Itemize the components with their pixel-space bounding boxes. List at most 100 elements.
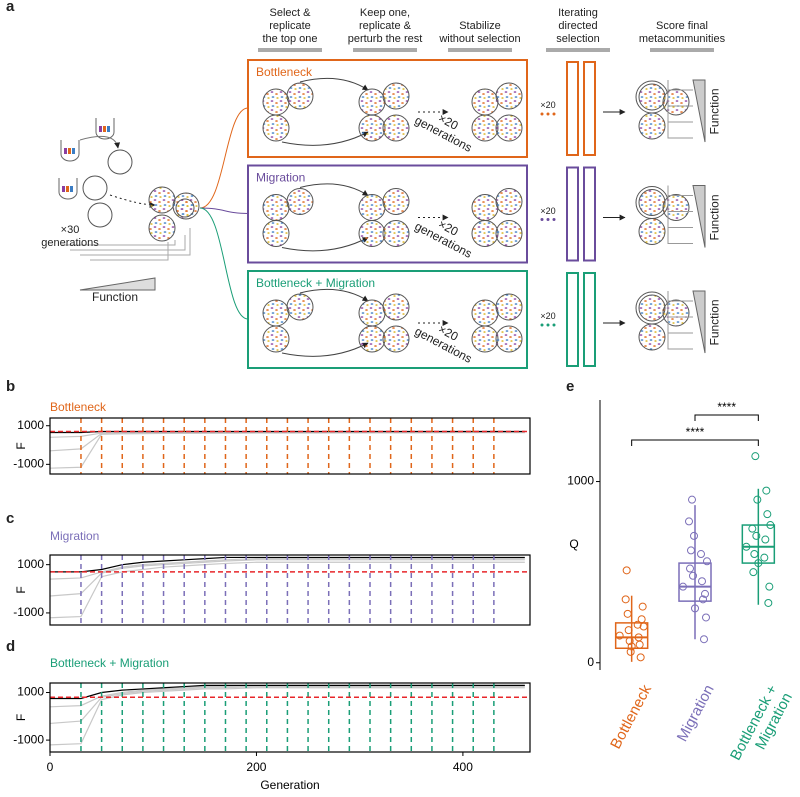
dish	[495, 114, 523, 142]
row-box	[247, 270, 528, 369]
panel-label: b	[6, 378, 16, 395]
x-tick-label: 400	[453, 760, 473, 774]
rank-line	[667, 80, 693, 91]
function-label: Function	[707, 299, 722, 346]
dish	[358, 88, 386, 116]
point	[750, 550, 759, 559]
empty-dish	[82, 175, 108, 201]
function-wedge	[692, 79, 706, 143]
step-header: Keep one, replicate & perturb the rest	[347, 7, 423, 45]
tube-cell	[72, 148, 75, 154]
chart-title: Migration	[50, 529, 99, 543]
point	[635, 640, 644, 649]
point	[633, 620, 642, 629]
dish	[286, 82, 314, 110]
dish	[262, 194, 290, 221]
rank-line	[667, 185, 693, 196]
function-wedge	[692, 290, 706, 354]
function-wedge	[79, 277, 156, 291]
point	[626, 647, 635, 656]
box	[678, 562, 712, 602]
repeat-dot	[540, 112, 544, 116]
tube-cell	[64, 148, 67, 154]
tube-cell	[68, 148, 71, 154]
branch	[199, 207, 249, 214]
box	[741, 524, 776, 564]
series-line	[49, 558, 525, 580]
point	[638, 602, 647, 611]
rank-line	[667, 291, 693, 302]
x-axis-label: Generation	[260, 778, 319, 792]
dish	[495, 220, 523, 247]
empty-dish	[87, 202, 113, 228]
repeat-dot	[540, 323, 544, 327]
point	[697, 550, 705, 559]
dish	[638, 83, 666, 111]
repeat-dot	[546, 112, 550, 116]
dish	[495, 188, 523, 215]
point	[700, 635, 708, 644]
point	[751, 452, 760, 461]
point	[623, 609, 632, 618]
point	[679, 582, 687, 591]
function-label: Function	[707, 193, 722, 241]
dish	[495, 82, 523, 110]
tube-cell	[70, 186, 73, 192]
repeat-dot	[552, 218, 556, 221]
lineage	[62, 240, 176, 246]
significance-label: ****	[686, 425, 705, 439]
point	[636, 653, 645, 662]
repeat-dot	[540, 218, 544, 221]
step-underline	[353, 48, 417, 52]
dish	[175, 198, 195, 218]
repeat-dot	[552, 323, 556, 327]
plot-frame	[49, 417, 531, 475]
dish	[495, 293, 523, 321]
point	[699, 595, 707, 604]
dish	[638, 112, 666, 140]
dish	[471, 114, 499, 142]
dish	[382, 220, 410, 247]
point	[624, 626, 633, 635]
panel-label: c	[6, 510, 15, 527]
dish	[358, 220, 386, 247]
dish	[358, 299, 386, 327]
step-header: Select & replicate the top one	[262, 7, 318, 45]
arrow	[281, 237, 369, 252]
point	[698, 577, 706, 586]
lineage	[90, 242, 169, 261]
tube-cell	[62, 186, 65, 192]
series-line	[49, 687, 525, 746]
dish	[262, 299, 290, 327]
point	[748, 524, 757, 533]
y-tick-label: 1000	[17, 418, 44, 432]
rank-line	[667, 291, 693, 350]
significance-bracket	[631, 439, 759, 446]
branch	[199, 207, 249, 320]
step-header: Stabilize without selection	[439, 20, 521, 45]
dish	[471, 194, 499, 221]
dish	[638, 218, 666, 245]
point	[627, 642, 636, 651]
rank-line	[667, 185, 693, 244]
y-tick-label: 1000	[17, 685, 44, 699]
branch	[199, 107, 249, 209]
empty-dish	[107, 149, 133, 175]
plot-frame	[49, 682, 531, 753]
panel-label: d	[6, 638, 16, 655]
point	[690, 531, 698, 540]
row-title: Migration	[256, 171, 305, 185]
dish	[148, 186, 176, 214]
panel-label: a	[6, 0, 15, 15]
iteration-bar	[583, 166, 596, 262]
tube-cell	[107, 126, 110, 132]
point	[685, 517, 693, 526]
tube-cell	[99, 126, 102, 132]
row-title: Bottleneck	[256, 65, 313, 79]
point	[703, 557, 711, 566]
repeat-dot	[546, 218, 550, 221]
arrow	[299, 288, 369, 302]
tube-cell	[103, 126, 106, 132]
